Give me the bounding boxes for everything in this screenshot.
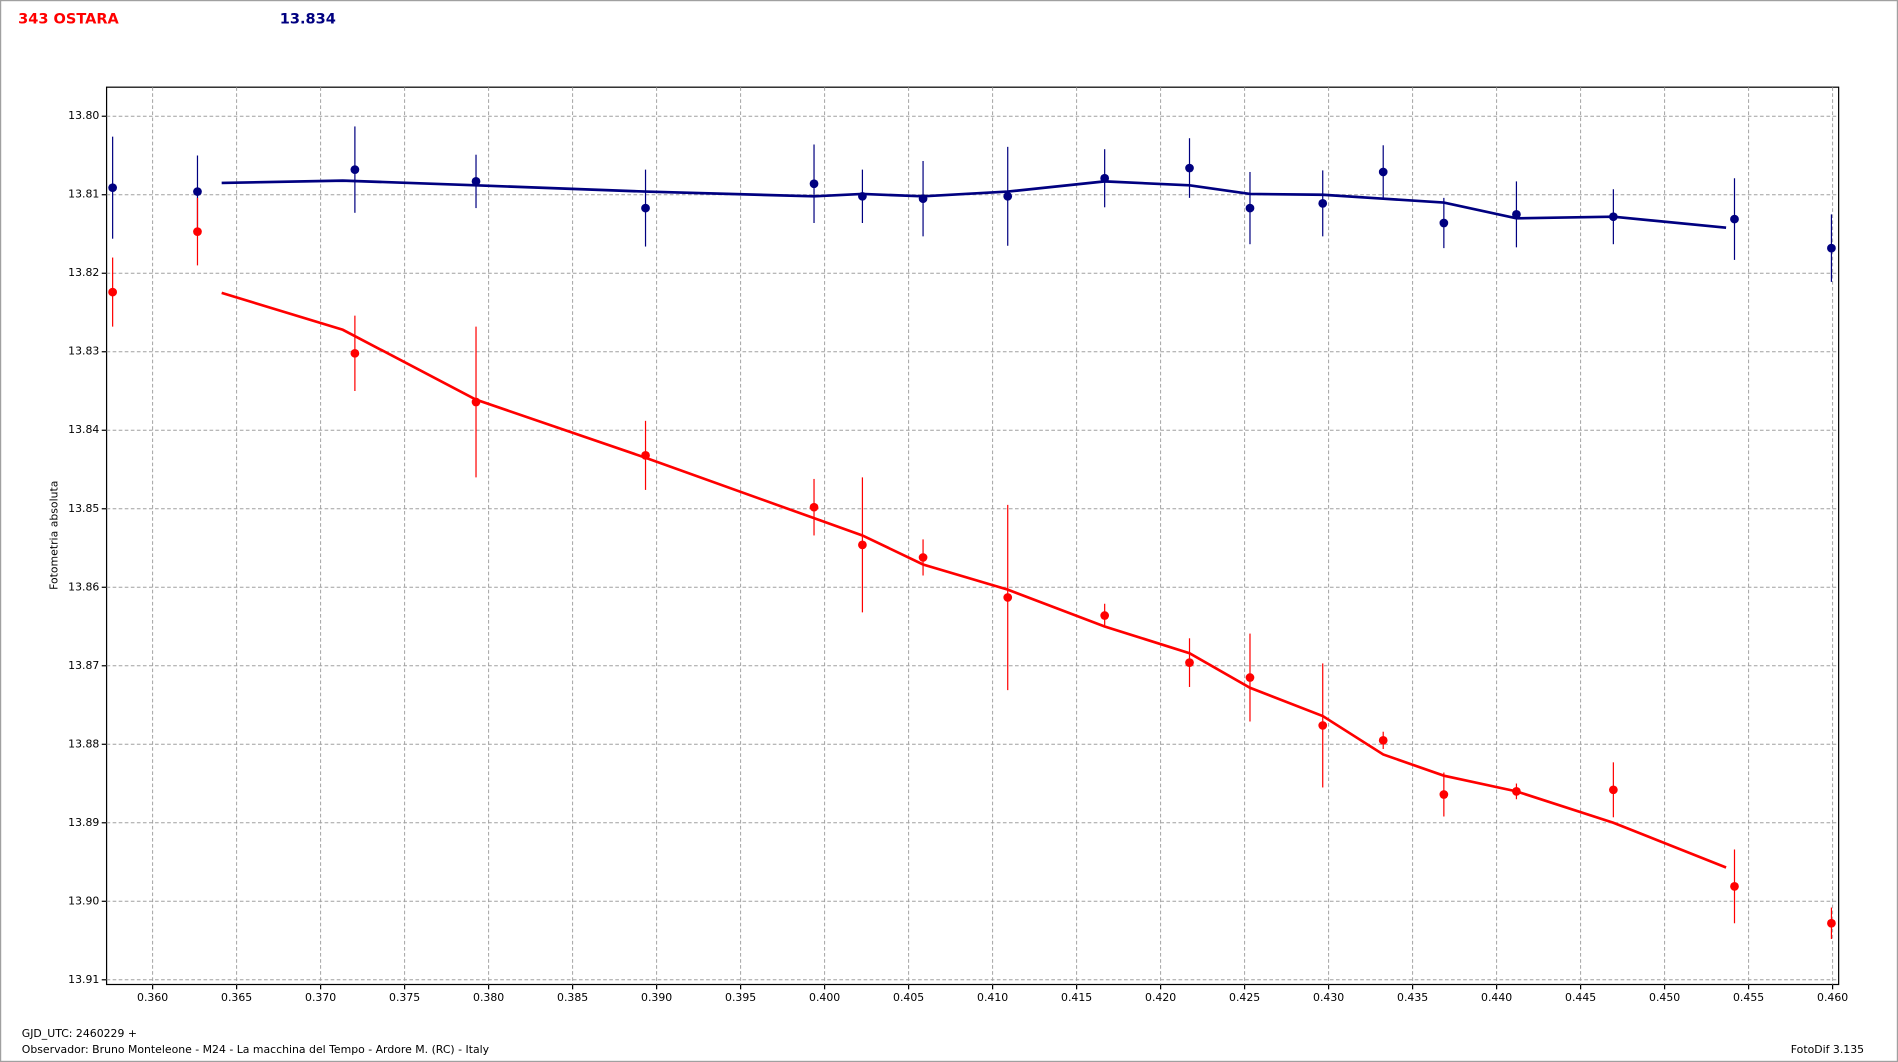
y-tick-label: 13.81 <box>68 188 99 201</box>
y-tick-label: 13.91 <box>68 973 99 986</box>
y-tick-label: 13.84 <box>68 423 99 436</box>
data-point <box>1185 163 1194 173</box>
data-point <box>1100 173 1110 183</box>
data-point <box>193 227 202 236</box>
x-tick-label: 0.405 <box>893 991 924 1004</box>
x-tick-label: 0.445 <box>1565 991 1596 1004</box>
data-point <box>350 165 360 174</box>
x-tick-label: 0.430 <box>1313 991 1344 1004</box>
x-tick-label: 0.410 <box>977 991 1008 1004</box>
data-point <box>193 187 202 196</box>
data-point <box>108 287 117 297</box>
x-tick-label: 0.385 <box>557 991 588 1004</box>
data-point <box>1003 191 1013 201</box>
data-point <box>1609 785 1618 795</box>
y-tick-label: 13.89 <box>68 816 99 829</box>
y-axis-label: Fotometria absoluta <box>48 481 61 590</box>
x-tick-label: 0.420 <box>1145 991 1176 1004</box>
data-point <box>1185 658 1194 667</box>
data-point <box>1730 214 1739 224</box>
data-point <box>918 553 928 562</box>
data-point <box>1245 203 1255 213</box>
x-tick-label: 0.365 <box>221 991 252 1004</box>
data-point <box>471 177 481 186</box>
data-point <box>108 183 117 193</box>
data-point <box>1827 918 1836 928</box>
y-tick-label: 13.82 <box>68 266 99 279</box>
y-tick-label: 13.88 <box>68 737 99 750</box>
data-point <box>1003 593 1013 602</box>
x-tick-label: 0.425 <box>1229 991 1260 1004</box>
data-point <box>471 397 481 407</box>
data-point <box>1730 882 1739 891</box>
x-tick-label: 0.390 <box>641 991 672 1004</box>
footer-version: FotoDif 3.135 <box>1791 1043 1864 1056</box>
x-tick-label: 0.380 <box>473 991 504 1004</box>
data-point <box>1609 212 1618 222</box>
x-tick-label: 0.415 <box>1061 991 1092 1004</box>
data-point <box>858 540 867 550</box>
data-point <box>1439 218 1449 228</box>
x-tick-label: 0.370 <box>305 991 336 1004</box>
data-point <box>1318 199 1328 208</box>
x-tick-label: 0.435 <box>1397 991 1428 1004</box>
data-point <box>1245 673 1255 682</box>
data-point <box>1378 735 1388 745</box>
x-tick-label: 0.400 <box>809 991 840 1004</box>
data-point <box>350 348 360 358</box>
data-point <box>858 191 867 201</box>
x-tick-label: 0.395 <box>725 991 756 1004</box>
data-point <box>1439 790 1449 799</box>
y-tick-label: 13.83 <box>68 345 99 358</box>
x-tick-label: 0.450 <box>1649 991 1680 1004</box>
y-tick-label: 13.90 <box>68 894 99 907</box>
data-point <box>641 203 650 213</box>
data-point <box>1318 721 1328 730</box>
data-point <box>918 194 928 204</box>
y-tick-label: 13.85 <box>68 502 99 515</box>
data-point <box>1512 787 1521 796</box>
x-tick-label: 0.360 <box>137 991 168 1004</box>
x-tick-label: 0.440 <box>1481 991 1512 1004</box>
footer-date: GJD_UTC: 2460229 + <box>22 1027 137 1040</box>
x-tick-label: 0.460 <box>1817 991 1848 1004</box>
target-label: 343 OSTARA <box>18 11 119 27</box>
x-tick-label: 0.375 <box>389 991 420 1004</box>
y-tick-label: 13.80 <box>68 109 99 122</box>
y-tick-label: 13.86 <box>68 580 99 593</box>
footer-observer: Observador: Bruno Monteleone - M24 - La … <box>22 1043 490 1056</box>
y-tick-label: 13.87 <box>68 659 99 672</box>
data-point <box>1827 243 1836 253</box>
data-point <box>1378 167 1388 177</box>
data-point <box>641 451 650 460</box>
value-label: 13.834 <box>280 11 336 27</box>
data-point <box>809 502 819 512</box>
plot-area <box>105 86 1840 986</box>
data-point <box>809 179 819 189</box>
data-point <box>1100 611 1110 620</box>
x-tick-label: 0.455 <box>1733 991 1764 1004</box>
data-point <box>1512 210 1521 219</box>
